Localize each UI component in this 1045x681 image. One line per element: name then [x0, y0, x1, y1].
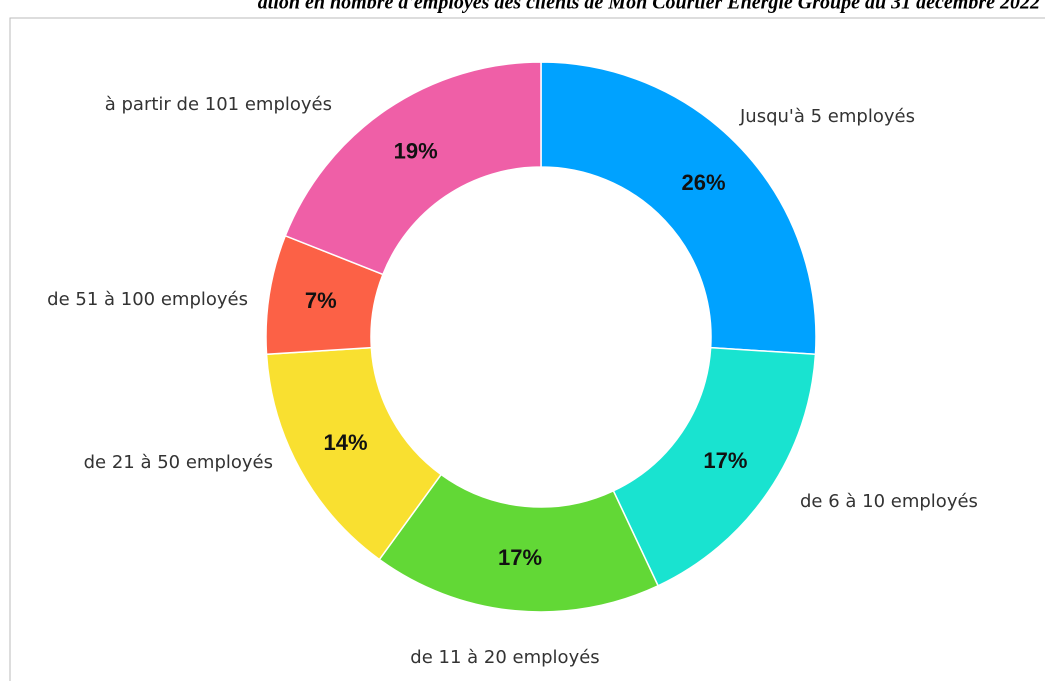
slice-category-label: de 51 à 100 employés — [47, 289, 248, 310]
slice-value-label: 7% — [305, 288, 337, 313]
donut-slice — [612, 346, 817, 587]
chart-title: ation en nombre d'employés des clients d… — [258, 0, 1040, 14]
slice-value-label: 26% — [682, 170, 726, 195]
slice-value-label: 17% — [703, 448, 747, 473]
slice-value-label: 14% — [324, 430, 368, 455]
frame — [9, 17, 1045, 681]
slice-category-label: de 11 à 20 employés — [410, 647, 599, 668]
donut-slice — [284, 61, 542, 276]
donut-slice — [540, 61, 817, 356]
slice-value-label: 19% — [394, 138, 438, 163]
slice-category-label: à partir de 101 employés — [105, 94, 332, 115]
donut-slice — [378, 473, 660, 613]
slice-category-label: de 6 à 10 employés — [800, 491, 978, 512]
slice-category-label: Jusqu'à 5 employés — [739, 106, 915, 127]
slice-value-label: 17% — [498, 545, 542, 570]
slice-category-label: de 21 à 50 employés — [84, 452, 273, 473]
